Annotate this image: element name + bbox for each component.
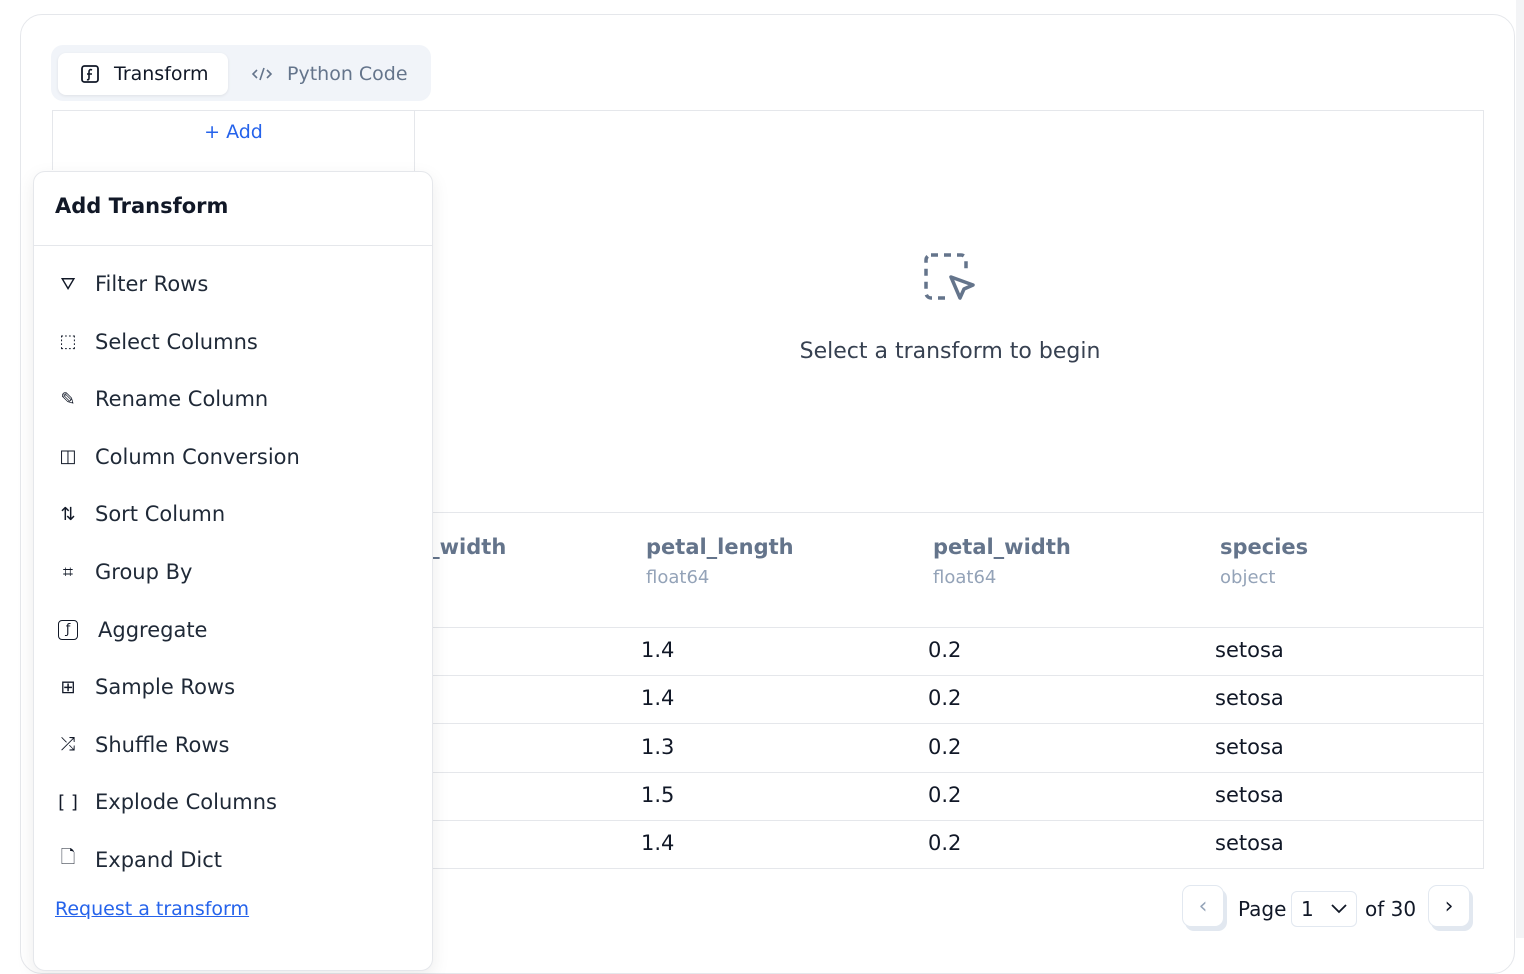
menu-item-label: Explode Columns [95, 790, 277, 815]
menu-item-filter-rows[interactable]: ⛛ Filter Rows [55, 264, 208, 304]
table-cell: 0.2 [928, 686, 962, 711]
column-header[interactable]: petal_width float64 [933, 535, 1071, 588]
code-icon [251, 67, 273, 81]
table-cell: 0.2 [928, 831, 962, 856]
menu-item-label: Sample Rows [95, 675, 236, 700]
menu-item-label: Rename Column [95, 387, 269, 412]
tab-transform[interactable]: Transform [58, 53, 228, 95]
tab-python-code[interactable]: Python Code [241, 53, 408, 95]
transform-list-panel: + Add [52, 110, 415, 170]
menu-item-label: Expand Dict [95, 848, 222, 872]
menu-item-aggregate[interactable]: ƒ Aggregate [55, 610, 207, 650]
menu-item-label: Group By [95, 560, 193, 584]
square-pointer-icon: ⬚ [59, 331, 77, 353]
page-label: Page [1238, 897, 1287, 921]
column-name: petal_width [933, 535, 1071, 559]
request-transform-link[interactable]: Request a transform [55, 898, 250, 920]
add-transform-menu: Add Transform ⛛ Filter Rows ⬚ Select Column… [33, 171, 433, 971]
table-header: sepal_width petal_length float64 petal_wi… [366, 512, 1483, 628]
column-name: petal_length [646, 535, 794, 559]
table-cell: 1.3 [641, 734, 675, 759]
tab-label: Python Code [287, 63, 408, 85]
add-transform-button[interactable]: + Add [53, 121, 414, 143]
table-cell: setosa [1215, 831, 1284, 856]
table-cell: 0.2 [928, 782, 962, 807]
scrollbar[interactable] [1516, 0, 1524, 938]
table-cell: setosa [1215, 734, 1284, 759]
menu-item-label: Column Conversion [95, 444, 300, 469]
plus-icon: + [204, 121, 227, 143]
table-cell: setosa [1215, 638, 1284, 662]
menu-item-shuffle-rows[interactable]: ⤮ Shuffle Rows [55, 725, 230, 765]
dashed-square-pointer-icon [924, 253, 975, 300]
prev-page-button[interactable]: ‹ [1182, 885, 1224, 927]
next-page-button[interactable]: › [1428, 885, 1470, 927]
column-type: float64 [646, 567, 710, 588]
table-cell: 0.2 [928, 734, 962, 759]
menu-item-label: Sort Column [95, 502, 226, 527]
table-row: 1.5 0.2 setosa [415, 773, 1483, 821]
tab-label: Transform [114, 63, 209, 85]
empty-state-text: Select a transform to begin [799, 339, 1101, 364]
shuffle-icon: ⤮ [60, 734, 76, 756]
preview-panel: Select a transform to begin sepal_width … [366, 110, 1484, 870]
table-cell: 1.4 [641, 638, 675, 662]
brackets-icon: [ ] [58, 791, 78, 813]
menu-item-sort-column[interactable]: ⇅ Sort Column [55, 494, 225, 534]
chevron-right-icon: › [1444, 893, 1454, 919]
page-select-value: 1 [1301, 897, 1314, 921]
chevron-down-icon [1331, 904, 1347, 914]
menu-item-label: Aggregate [98, 617, 208, 642]
menu-item-select-columns[interactable]: ⬚ Select Columns [55, 322, 258, 362]
group-icon: ⌗ [62, 561, 74, 583]
filter-icon: ⛛ [60, 273, 76, 295]
function-square-icon [81, 65, 99, 83]
page-select[interactable]: 1 [1291, 891, 1357, 927]
column-header[interactable]: species object [1220, 535, 1308, 588]
menu-item-rename-column[interactable]: ✎ Rename Column [55, 379, 268, 419]
table-cell: 1.5 [641, 782, 675, 807]
table-cell: setosa [1215, 686, 1284, 711]
column-type: float64 [933, 567, 997, 588]
chevron-left-icon: ‹ [1198, 893, 1208, 919]
table-row: 1.4 0.2 setosa [415, 676, 1483, 725]
sample-icon: ⊞ [60, 676, 76, 698]
menu-item-label: Shuffle Rows [95, 732, 230, 757]
file-braces-icon: 🗋 [60, 847, 76, 868]
menu-item-sample-rows[interactable]: ⊞ Sample Rows [55, 667, 235, 707]
menu-item-label: Filter Rows [95, 272, 209, 296]
table-cell: setosa [1215, 782, 1284, 807]
menu-item-expand-dict[interactable]: 🗋 Expand Dict [55, 840, 222, 880]
menu-item-column-conversion[interactable]: ◫ Column Conversion [55, 437, 300, 477]
table-cell: 0.2 [928, 638, 962, 662]
function-square-icon: ƒ [58, 619, 78, 640]
table-row: 1.3 0.2 setosa [415, 725, 1483, 773]
column-header[interactable]: petal_length float64 [646, 535, 794, 588]
menu-item-explode-columns[interactable]: [ ] Explode Columns [55, 782, 277, 822]
column-name: species [1220, 535, 1309, 559]
menu-item-label: Select Columns [95, 329, 258, 354]
add-label: Add [226, 121, 263, 143]
table-cell: 1.4 [641, 831, 675, 856]
page-count: of 30 [1365, 897, 1417, 921]
menu-title: Add Transform [34, 172, 432, 246]
menu-item-group-by[interactable]: ⌗ Group By [55, 552, 193, 592]
column-type: object [1220, 567, 1276, 588]
table-cell: 1.4 [641, 686, 675, 711]
pencil-icon: ✎ [60, 388, 76, 410]
table-row: 1.4 0.2 setosa [415, 628, 1483, 676]
columns-icon: ◫ [59, 446, 77, 468]
table-row: 1.4 0.2 setosa [415, 821, 1483, 870]
tab-bar: Transform Python Code [51, 45, 431, 101]
arrow-up-down-icon: ⇅ [60, 503, 76, 525]
